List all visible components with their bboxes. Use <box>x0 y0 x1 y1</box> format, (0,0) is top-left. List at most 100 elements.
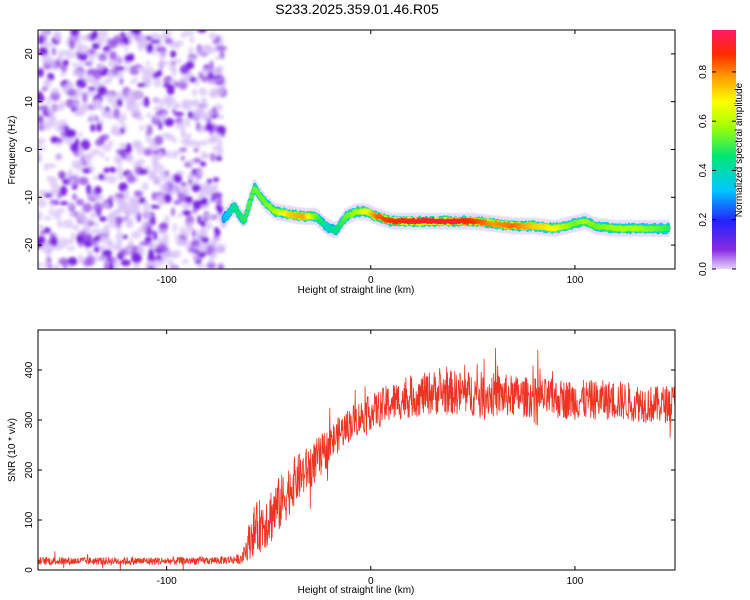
noise-blob <box>60 123 65 133</box>
noise-blob <box>134 92 143 99</box>
noise-blob <box>60 65 68 72</box>
noise-blob <box>75 198 85 206</box>
noise-blob <box>108 262 114 269</box>
noise-blob <box>136 82 147 88</box>
noise-blob <box>126 217 132 226</box>
trace-blob <box>223 215 228 220</box>
snr-x-ticks: -100 0 100 <box>157 330 584 587</box>
noise-blob <box>125 104 133 111</box>
trace-blob <box>334 228 339 233</box>
noise-blob <box>122 95 129 101</box>
noise-blob <box>177 184 189 194</box>
noise-blob <box>186 132 192 141</box>
x-tick-label: 0 <box>368 576 374 587</box>
noise-blob <box>163 193 172 204</box>
noise-blob <box>128 196 136 204</box>
noise-blob <box>166 259 175 266</box>
noise-blob <box>84 241 93 248</box>
noise-blob <box>106 93 116 104</box>
trace-blob <box>244 211 249 214</box>
noise-blob <box>45 163 57 169</box>
noise-blob <box>145 60 150 67</box>
noise-blob <box>114 216 124 225</box>
noise-blob <box>42 40 50 45</box>
noise-blob <box>170 207 176 217</box>
noise-blob <box>38 115 44 125</box>
noise-blob <box>210 75 221 80</box>
noise-blob <box>133 64 143 69</box>
noise-blob <box>174 58 183 64</box>
noise-blob <box>185 60 195 70</box>
noise-blob <box>91 42 101 50</box>
noise-blob <box>137 115 144 121</box>
trace-blob <box>270 208 275 211</box>
noise-blob <box>214 80 225 86</box>
noise-blob <box>212 88 224 95</box>
noise-blob <box>180 103 189 109</box>
noise-blob <box>116 98 123 107</box>
noise-blob <box>220 83 226 90</box>
noise-blob <box>68 168 73 177</box>
noise-blob <box>86 184 92 195</box>
noise-blob <box>182 79 191 84</box>
noise-blob <box>130 231 142 239</box>
noise-blob <box>97 85 107 96</box>
noise-blob <box>102 201 110 209</box>
trace-blob <box>242 216 248 220</box>
noise-blob <box>154 114 160 120</box>
noise-blob <box>195 121 201 131</box>
noise-blob <box>81 103 87 110</box>
noise-blob <box>151 97 160 104</box>
noise-blob <box>44 78 52 89</box>
noise-blob <box>193 147 200 153</box>
noise-blob <box>201 197 208 206</box>
noise-blob <box>64 129 76 138</box>
noise-blob <box>144 236 153 243</box>
noise-blob <box>196 106 203 116</box>
spectrogram-y-ticks: -20 -10 0 10 20 <box>24 48 675 252</box>
noise-blob <box>166 150 172 159</box>
trace-blob <box>257 193 262 197</box>
noise-blob <box>121 234 128 240</box>
colorbar-ticks: 0.0 0.2 0.4 0.6 0.8 <box>698 64 736 276</box>
noise-blob <box>93 70 102 81</box>
x-tick-label: 0 <box>368 275 374 286</box>
noise-blob <box>82 167 91 174</box>
noise-blob <box>148 242 158 250</box>
noise-blob <box>82 161 88 166</box>
noise-blob <box>107 241 114 250</box>
noise-blob <box>95 196 102 202</box>
noise-blob <box>204 184 212 193</box>
noise-blob <box>96 122 102 132</box>
noise-blob <box>152 49 157 56</box>
noise-blob <box>118 202 126 208</box>
noise-blob <box>200 97 207 104</box>
noise-blob <box>197 170 203 177</box>
noise-blob <box>99 233 110 244</box>
noise-blob <box>77 210 86 221</box>
noise-blob <box>212 177 220 183</box>
noise-blob <box>67 237 75 245</box>
noise-blob <box>179 226 185 236</box>
noise-blob <box>76 234 84 244</box>
noise-blob <box>203 45 214 55</box>
noise-blob <box>133 77 138 82</box>
noise-blob <box>66 246 76 251</box>
noise-blob <box>104 156 110 162</box>
noise-blob <box>93 186 102 195</box>
noise-blob <box>110 167 117 173</box>
x-tick-label: -100 <box>157 576 177 587</box>
noise-blob <box>80 35 92 41</box>
noise-blob <box>71 193 78 201</box>
noise-blob <box>141 220 149 228</box>
noise-blob <box>212 184 218 194</box>
noise-blob <box>139 66 147 74</box>
noise-blob <box>38 94 45 103</box>
noise-blob <box>216 45 227 51</box>
noise-blob <box>155 47 167 52</box>
noise-blob <box>42 30 48 38</box>
noise-blob <box>201 153 212 158</box>
noise-blob <box>98 245 107 250</box>
noise-blob <box>93 202 103 213</box>
y-tick-label: 200 <box>24 461 35 478</box>
